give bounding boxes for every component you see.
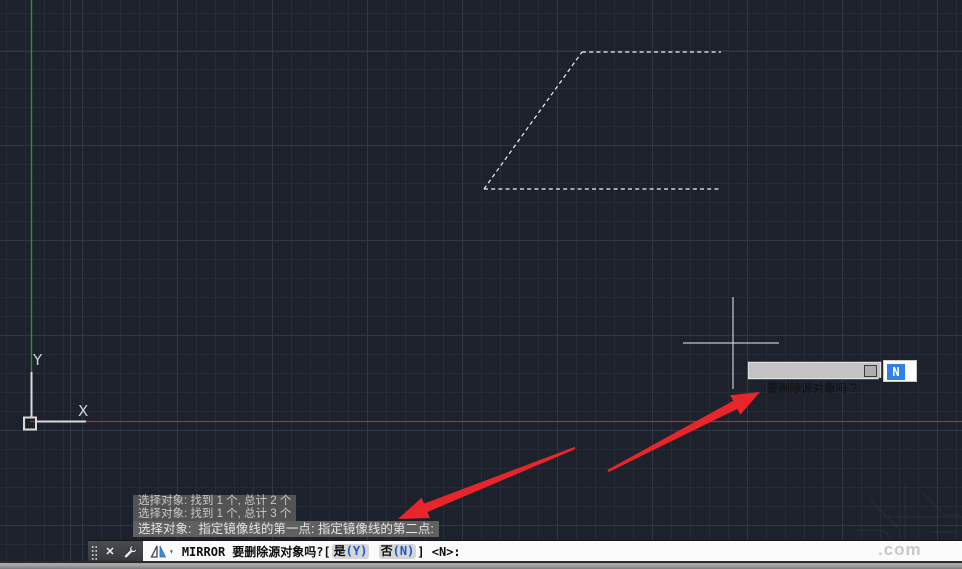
command-input-line[interactable]: ▾ MIRROR 要删除源对象吗? [ 是(Y) 否(N) ] <N>:: [143, 541, 962, 562]
options-close-bracket: ]: [417, 544, 425, 559]
command-bar: ✕ ▾ MIRROR 要删除源对象吗? [ 是(Y) 否(N) ] <N: [88, 540, 962, 562]
drag-handle-icon[interactable]: [90, 543, 97, 560]
wrench-icon[interactable]: [121, 544, 140, 560]
command-prompt-text: 要删除源对象吗?: [232, 545, 324, 559]
tooltip-dropdown-button[interactable]: ▾: [864, 365, 882, 384]
option-yes-chip[interactable]: 是(Y): [331, 544, 370, 559]
ucs-y-label: Y: [33, 351, 43, 369]
bottom-edge-strip: [0, 561, 962, 569]
option-yes-key: (Y): [345, 544, 368, 558]
command-name: MIRROR: [181, 544, 226, 559]
option-no-key: (N): [392, 544, 415, 558]
dynamic-input-selected-text: N: [887, 364, 905, 380]
mirror-command-icon: [150, 544, 167, 559]
history-line: 选择对象: 找到 1 个, 总计 3 个: [133, 508, 297, 521]
chevron-down-icon: ▾: [878, 375, 883, 384]
history-line: 选择对象: 找到 1 个, 总计 2 个: [133, 495, 297, 508]
dynamic-input-value-field[interactable]: N: [883, 360, 917, 382]
command-bar-controls: ✕: [88, 541, 143, 562]
history-line-current-prompt: 选择对象: 指定镜像线的第一点: 指定镜像线的第二点:: [133, 521, 439, 537]
options-open-bracket: [: [323, 544, 331, 559]
chevron-down-icon[interactable]: ▾: [169, 547, 174, 556]
dynamic-input-prompt: 要删除源对象吗 ?: [766, 383, 857, 395]
command-default-value: <N>:: [424, 544, 461, 559]
watermark-text: .com: [878, 540, 922, 559]
ucs-x-label: X: [78, 402, 89, 420]
dynamic-input-tooltip: 要删除源对象吗 ? ▾: [747, 361, 882, 395]
option-no-chip[interactable]: 否(N): [378, 544, 417, 559]
close-icon[interactable]: ✕: [105, 545, 115, 558]
